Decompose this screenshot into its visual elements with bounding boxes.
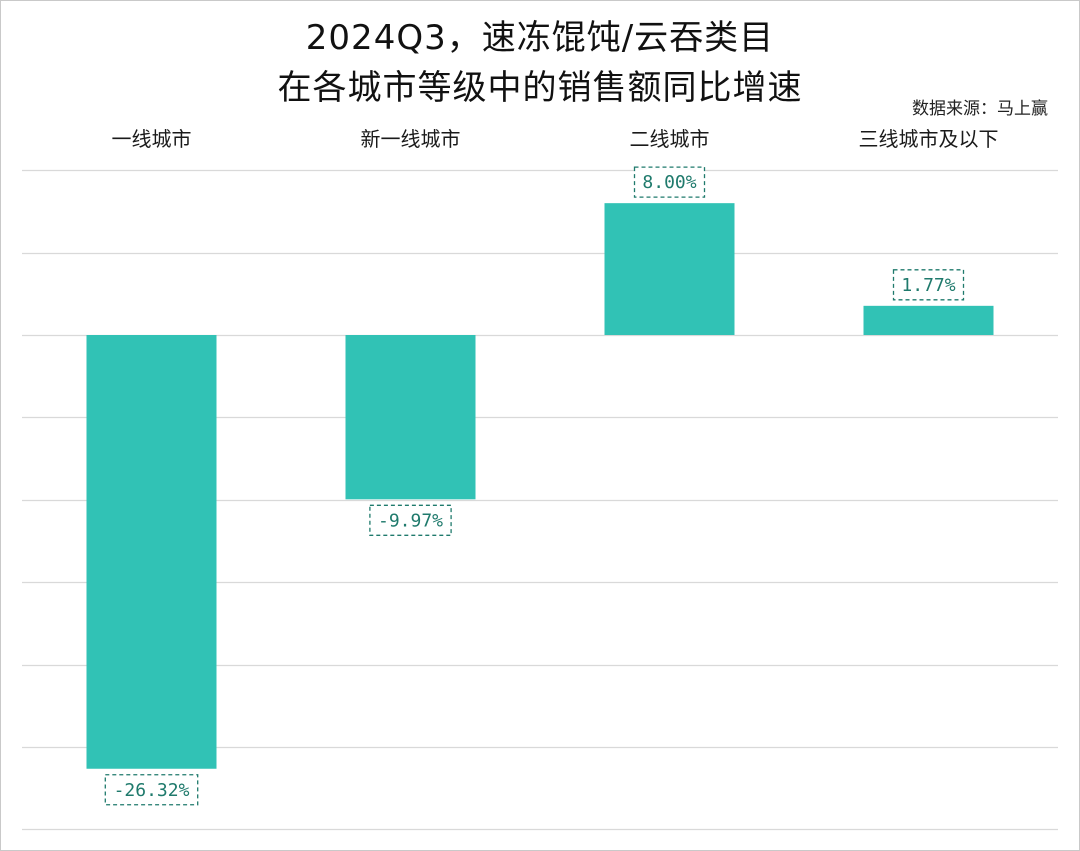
data-label-box [633, 166, 706, 198]
bar [345, 335, 476, 500]
data-label: -9.97% [378, 510, 443, 531]
data-label-box [892, 269, 965, 301]
category-label: 新一线城市 [361, 127, 461, 151]
bar [863, 305, 994, 335]
category-label: 三线城市及以下 [859, 127, 999, 151]
data-label-box [369, 504, 452, 536]
data-label: 1.77% [901, 275, 955, 296]
data-source-note: 数据来源：马上赢 [912, 99, 1048, 119]
chart-title-line2: 在各城市等级中的销售额同比增速 [277, 68, 803, 108]
bar [604, 203, 735, 335]
chart-title-line1: 2024Q3，速冻馄饨/云吞类目 [305, 18, 775, 58]
category-label: 一线城市 [112, 127, 192, 151]
data-label-box [104, 774, 199, 806]
data-labels: -26.32% -9.97% 8.00% 1.77% [104, 166, 965, 806]
data-label: 8.00% [642, 172, 696, 193]
data-label: -26.32% [114, 780, 190, 801]
bars [86, 203, 994, 769]
category-label: 二线城市 [630, 127, 710, 151]
category-labels: 一线城市 新一线城市 二线城市 三线城市及以下 [112, 127, 999, 151]
bar [86, 335, 217, 769]
